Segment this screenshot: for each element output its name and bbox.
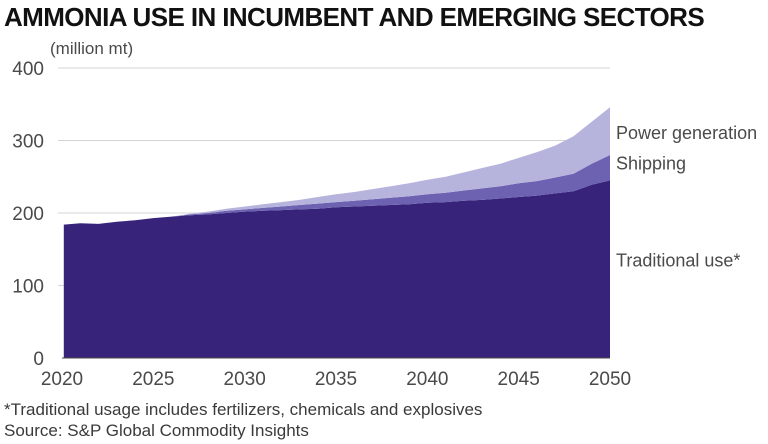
series-labels: Traditional use* Shipping Power generation (616, 123, 757, 270)
y-axis-unit-label: (million mt) (50, 39, 133, 58)
x-tick-label-2030: 2030 (224, 369, 266, 390)
chart-title: AMMONIA USE IN INCUMBENT AND EMERGING SE… (4, 2, 705, 32)
x-tick-label-2040: 2040 (406, 369, 448, 390)
axes: 0 100 200 300 400 2020 2025 2030 2035 2040 2045 205… (12, 59, 631, 390)
x-tick-label-2050: 2050 (589, 369, 631, 390)
area-series-group (63, 107, 611, 358)
area-series-shipping (63, 155, 611, 225)
area-series-power-generation (63, 107, 611, 225)
y-tick-label-200: 200 (12, 204, 44, 225)
y-tick-label-100: 100 (12, 277, 44, 298)
series-label-shipping: Shipping (616, 154, 686, 174)
source-note: Source: S&P Global Commodity Insights (4, 421, 309, 440)
series-label-power-generation: Power generation (616, 123, 757, 143)
x-tick-label-2020: 2020 (41, 369, 83, 390)
series-label-traditional-use: Traditional use* (616, 250, 740, 270)
x-tick-label-2025: 2025 (132, 369, 174, 390)
y-tick-label-400: 400 (12, 59, 44, 80)
x-tick-label-2045: 2045 (498, 369, 540, 390)
x-tick-label-2035: 2035 (315, 369, 357, 390)
footnote-traditional-usage: *Traditional usage includes fertilizers,… (4, 400, 483, 419)
y-tick-label-0: 0 (33, 349, 44, 370)
area-series-traditional-use (63, 180, 611, 358)
y-tick-label-300: 300 (12, 132, 44, 153)
